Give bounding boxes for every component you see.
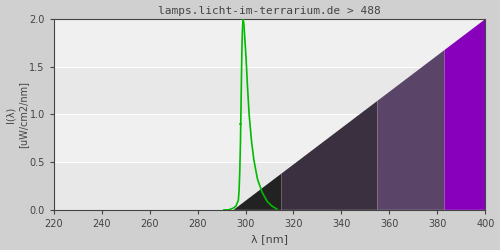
Title: lamps.licht-im-terrarium.de > 488: lamps.licht-im-terrarium.de > 488 [158,6,381,16]
Y-axis label: I(λ)
[uW/cm2/nm]: I(λ) [uW/cm2/nm] [6,81,28,148]
Bar [54,114,486,162]
Polygon shape [282,101,378,210]
X-axis label: λ [nm]: λ [nm] [251,234,288,244]
Polygon shape [378,50,444,210]
Bar [54,19,486,67]
Polygon shape [234,174,281,210]
Bar [54,162,486,210]
Bar [54,67,486,114]
Polygon shape [444,19,486,210]
